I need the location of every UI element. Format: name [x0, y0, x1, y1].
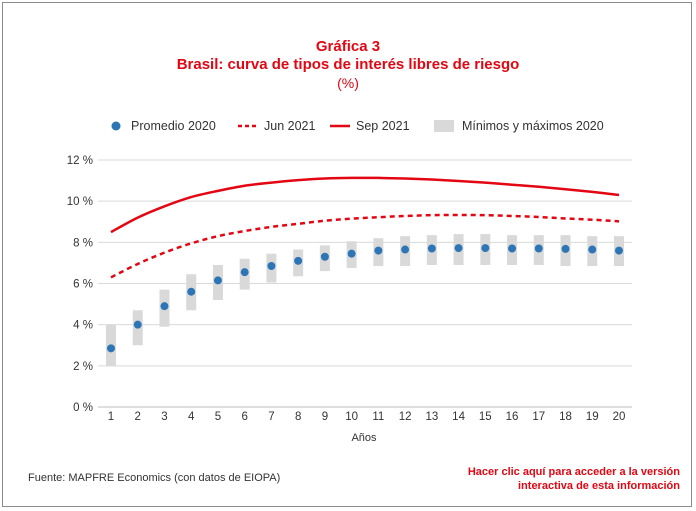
average-point [133, 320, 142, 329]
x-tick-label: 3 [161, 411, 167, 423]
average-point [561, 244, 570, 253]
chart-title: Gráfica 3 [315, 38, 381, 55]
average-point [320, 252, 329, 261]
average-point [267, 262, 276, 271]
x-tick-label: 4 [188, 411, 195, 423]
average-point [588, 245, 597, 254]
average-point [481, 244, 490, 253]
line-sep-2021 [110, 176, 620, 234]
x-tick-label: 9 [322, 411, 328, 423]
y-axis-ticks: 0 % 2 % 4 % 6 % 8 % 10 % 12 % [67, 155, 93, 414]
y-tick-label: 4 % [73, 320, 93, 332]
x-tick-label: 1 [108, 411, 114, 423]
average-point [160, 302, 169, 311]
x-tick-label: 14 [452, 411, 465, 423]
legend-swatch-range [434, 120, 454, 132]
x-tick-label: 5 [215, 411, 221, 423]
average-point [347, 249, 356, 258]
y-tick-label: 0 % [73, 402, 93, 414]
x-tick-label: 19 [586, 411, 599, 423]
series-lines [110, 176, 620, 279]
x-tick-label: 12 [399, 411, 412, 423]
average-points [107, 244, 623, 353]
line-jun-2021 [110, 213, 620, 279]
average-point [615, 246, 623, 255]
x-tick-label: 18 [559, 411, 572, 423]
average-point [374, 246, 383, 255]
x-tick-label: 8 [295, 411, 301, 423]
gridlines [98, 159, 632, 408]
interactive-version-link[interactable]: Hacer clic aquí para acceder a la versió… [380, 465, 680, 493]
x-tick-label: 6 [241, 411, 247, 423]
average-point [427, 244, 436, 253]
legend: Promedio 2020 Jun 2021 Sep 2021 Mínimos … [111, 119, 604, 133]
average-point [534, 244, 543, 253]
legend-swatch-promedio [111, 121, 121, 131]
x-tick-label: 16 [506, 411, 519, 423]
link-line-2: interactiva de esta información [518, 480, 680, 492]
x-tick-label: 13 [425, 411, 438, 423]
y-tick-label: 8 % [73, 237, 93, 249]
average-point [240, 268, 249, 277]
y-tick-label: 2 % [73, 361, 93, 373]
average-point [187, 287, 196, 296]
range-bars [106, 234, 624, 366]
x-tick-label: 11 [372, 411, 384, 423]
x-tick-label: 15 [479, 411, 492, 423]
y-tick-label: 12 % [67, 155, 93, 167]
legend-label-range: Mínimos y máximos 2020 [462, 119, 604, 133]
average-point [107, 344, 115, 353]
x-axis-title: Años [351, 432, 377, 444]
chart-unit: (%) [337, 75, 359, 91]
y-tick-label: 6 % [73, 279, 93, 291]
average-point [508, 244, 517, 253]
x-tick-label: 20 [613, 411, 626, 423]
y-tick-label: 10 % [67, 196, 93, 208]
legend-label-promedio: Promedio 2020 [131, 119, 216, 133]
link-line-1: Hacer clic aquí para acceder a la versió… [467, 466, 680, 478]
average-point [401, 245, 410, 254]
x-axis-ticks: 1 2 3 4 5 6 7 8 9 10 11 12 13 14 15 16 17 18 19 20 [108, 411, 626, 423]
x-tick-label: 17 [532, 411, 545, 423]
x-tick-label: 10 [345, 411, 358, 423]
average-point [454, 244, 463, 253]
average-point [294, 256, 303, 265]
x-tick-label: 2 [135, 411, 141, 423]
chart-subtitle: Brasil: curva de tipos de interés libres… [176, 56, 520, 73]
legend-label-jun2021: Jun 2021 [264, 119, 315, 133]
legend-label-sep2021: Sep 2021 [356, 119, 410, 133]
x-tick-label: 7 [268, 411, 274, 423]
average-point [213, 276, 222, 285]
source-note: Fuente: MAPFRE Economics (con datos de E… [28, 472, 281, 484]
